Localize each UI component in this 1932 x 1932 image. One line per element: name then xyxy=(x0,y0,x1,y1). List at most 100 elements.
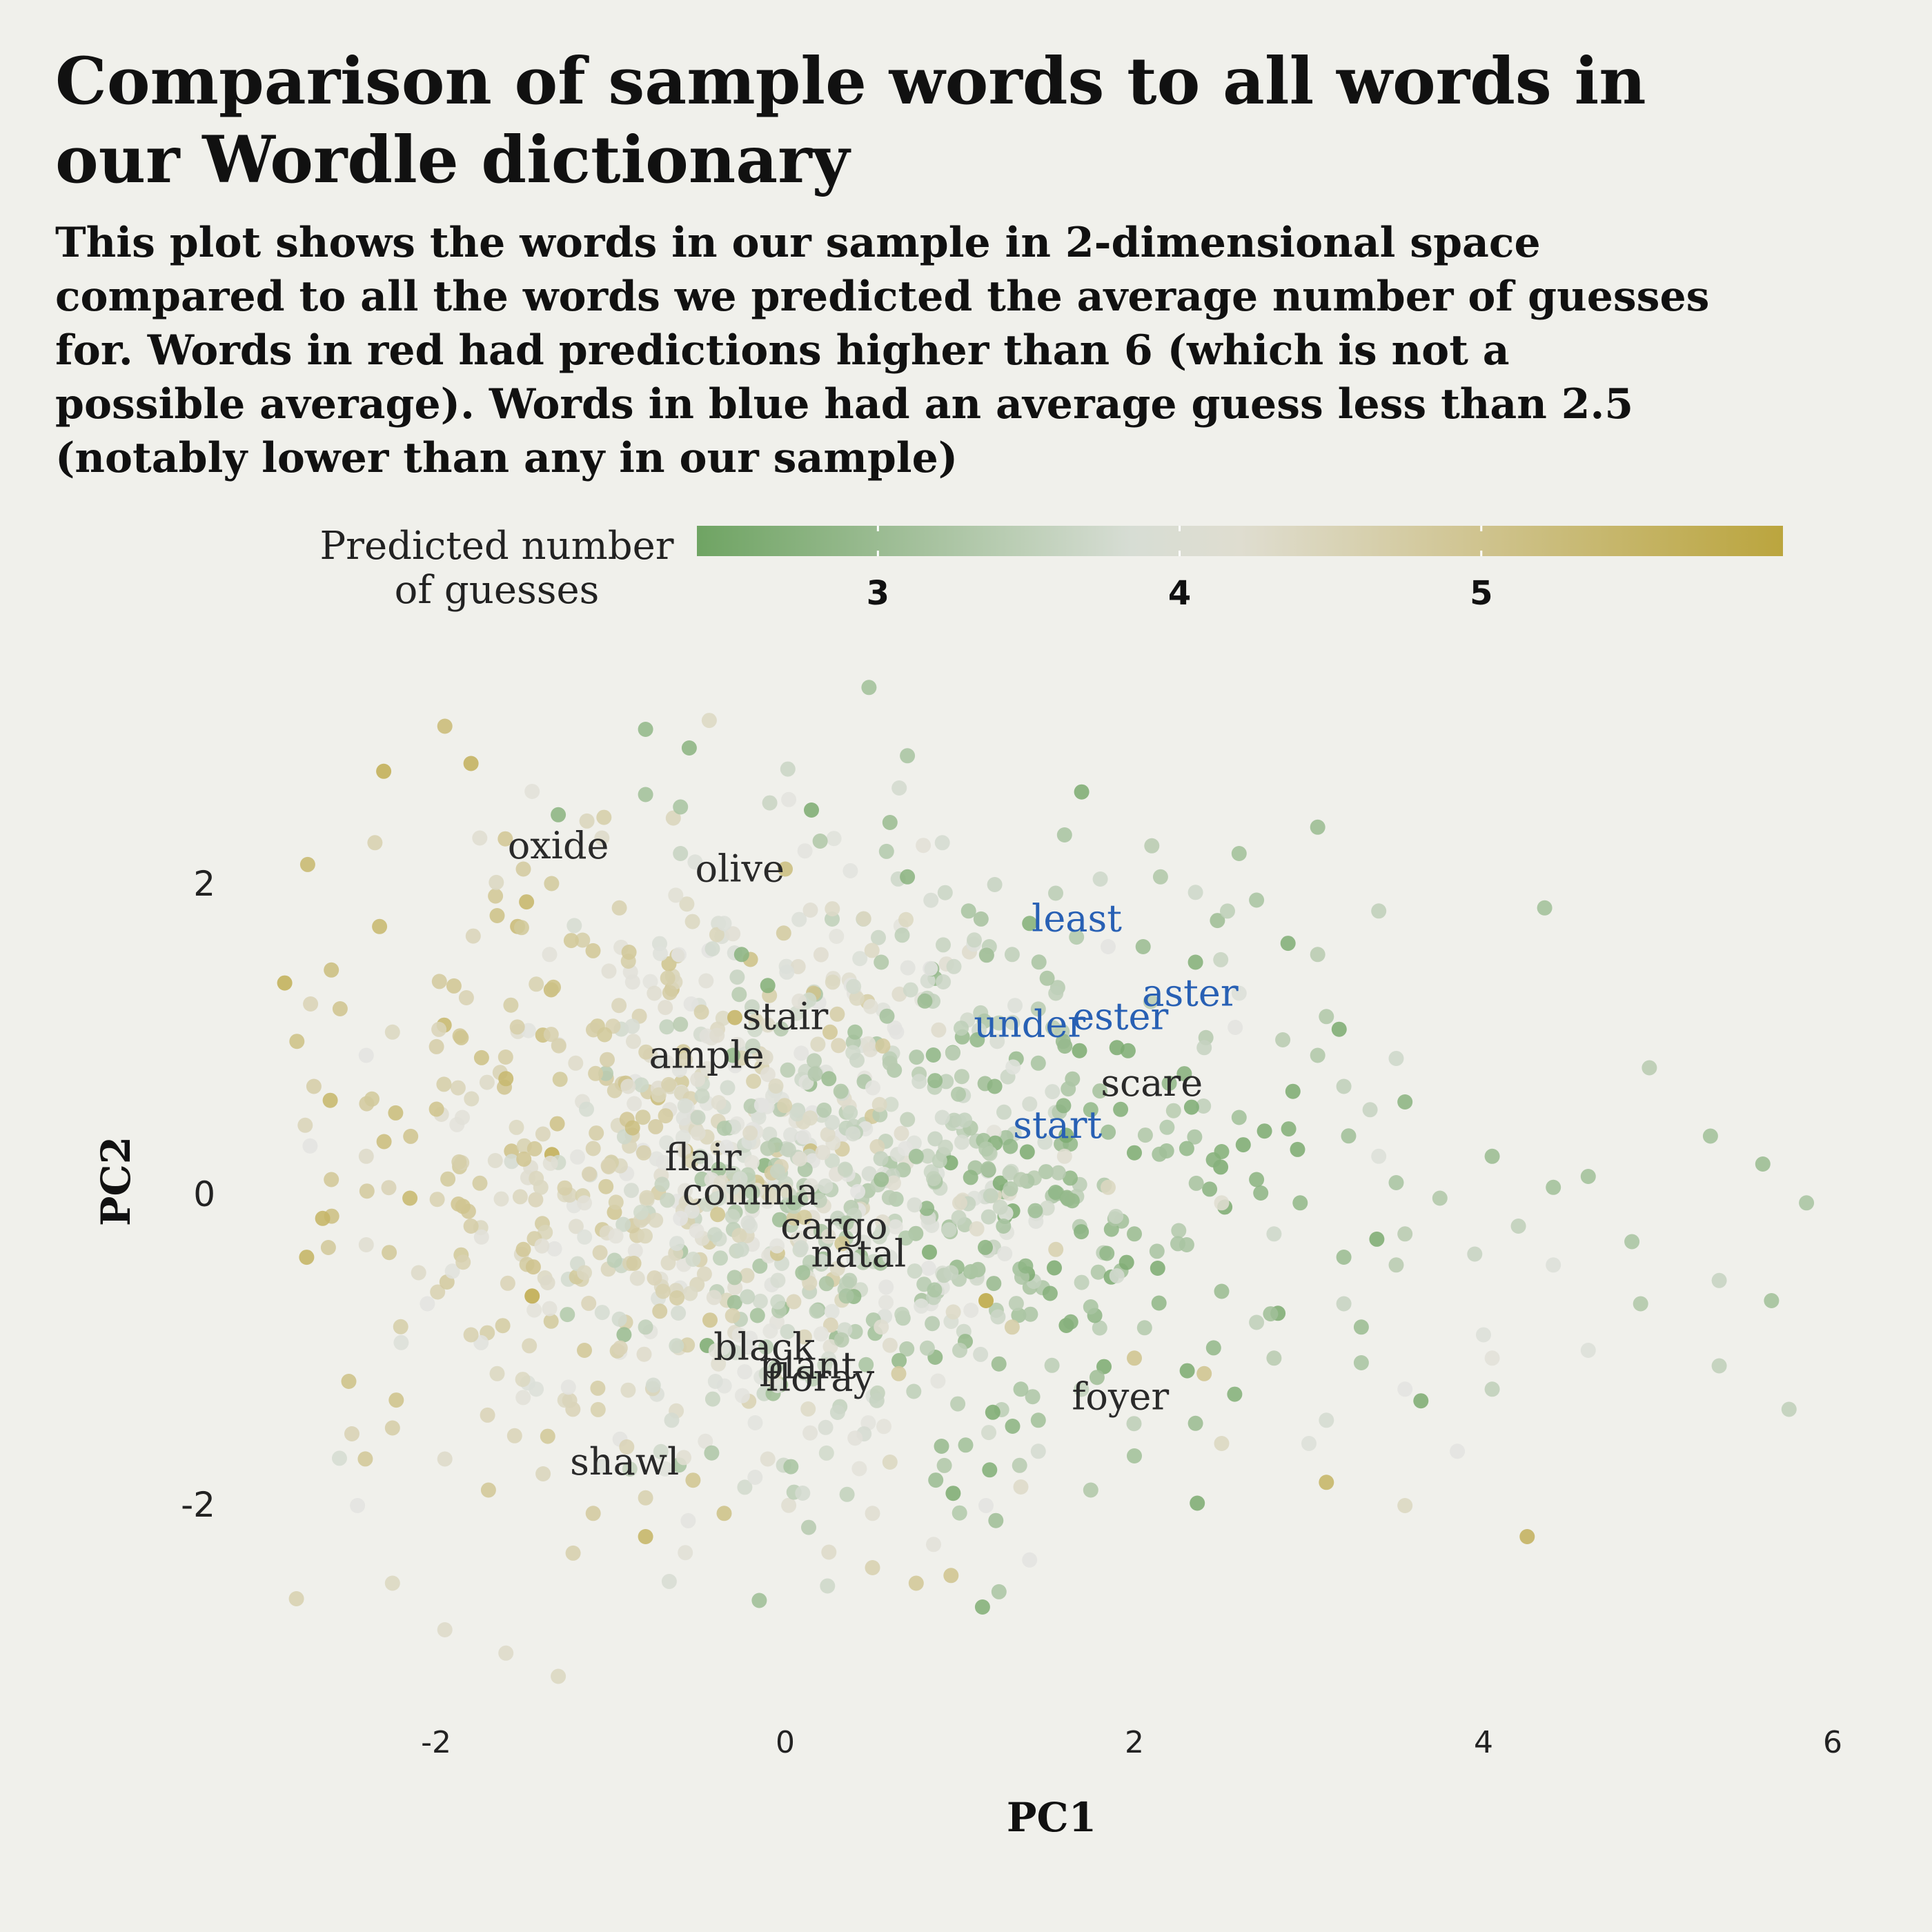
data-point xyxy=(594,1305,610,1321)
data-point xyxy=(1056,827,1072,842)
data-point xyxy=(1510,1219,1526,1234)
word-label-comma: comma xyxy=(682,1170,818,1214)
data-point xyxy=(535,1466,551,1481)
data-point xyxy=(883,1096,899,1112)
data-point xyxy=(1018,1258,1034,1274)
data-point xyxy=(1580,1169,1596,1184)
data-point xyxy=(826,831,842,847)
data-point xyxy=(1127,1226,1142,1242)
data-point xyxy=(773,1021,789,1037)
data-point xyxy=(451,1196,466,1212)
data-point xyxy=(941,1222,957,1238)
data-point xyxy=(570,1149,585,1165)
data-point xyxy=(1047,1260,1062,1276)
data-point xyxy=(879,1008,895,1024)
data-point xyxy=(954,1021,969,1036)
data-point xyxy=(1336,1296,1352,1312)
data-point xyxy=(874,1223,890,1239)
data-point xyxy=(1263,1306,1279,1322)
data-point xyxy=(500,1275,515,1291)
data-point xyxy=(1285,1083,1301,1099)
data-point xyxy=(734,1388,750,1403)
data-point xyxy=(1008,1296,1024,1312)
data-point xyxy=(829,929,845,944)
data-point xyxy=(934,1439,949,1454)
data-point xyxy=(792,1151,808,1167)
data-point xyxy=(322,1092,338,1108)
data-point xyxy=(985,1404,1000,1420)
data-point xyxy=(871,1096,887,1112)
data-point xyxy=(1711,1358,1727,1374)
data-point xyxy=(894,927,910,943)
data-point xyxy=(1188,1175,1204,1191)
data-point xyxy=(981,1425,996,1441)
data-point xyxy=(1310,1047,1325,1063)
legend-tick-label: 4 xyxy=(1168,574,1191,613)
data-point xyxy=(1290,1141,1305,1157)
data-point xyxy=(907,1263,923,1279)
data-point xyxy=(480,1482,496,1498)
data-point xyxy=(624,1120,640,1136)
y-tick-label: -2 xyxy=(181,1485,215,1525)
data-point xyxy=(925,1316,940,1332)
data-point xyxy=(970,1262,986,1278)
data-point xyxy=(982,1462,998,1478)
data-point xyxy=(886,1175,901,1191)
data-point xyxy=(600,1052,615,1067)
data-point xyxy=(437,718,453,734)
data-point xyxy=(878,1279,894,1295)
data-point xyxy=(1755,1156,1771,1172)
data-point xyxy=(724,1209,740,1225)
data-point xyxy=(776,925,791,941)
data-point xyxy=(1063,1314,1078,1330)
data-point xyxy=(1127,1448,1142,1463)
data-point xyxy=(898,1230,914,1246)
data-point xyxy=(324,1172,339,1187)
data-point xyxy=(1369,1231,1385,1247)
data-point xyxy=(974,1599,990,1615)
data-point xyxy=(542,947,558,963)
data-point xyxy=(615,1216,631,1232)
data-point xyxy=(528,1192,544,1208)
data-point xyxy=(384,1024,400,1040)
data-point xyxy=(1039,970,1055,986)
data-point xyxy=(588,1065,604,1081)
data-point xyxy=(1048,1241,1064,1257)
data-point xyxy=(786,1195,802,1211)
data-point xyxy=(751,1593,767,1608)
data-point xyxy=(978,1239,993,1255)
data-point xyxy=(589,1125,604,1141)
data-point xyxy=(515,1390,531,1406)
data-point xyxy=(771,1212,787,1228)
data-point xyxy=(871,929,886,945)
data-point xyxy=(306,1078,322,1094)
data-point xyxy=(498,1071,514,1087)
data-point xyxy=(698,973,714,989)
data-point xyxy=(829,1405,845,1420)
data-point xyxy=(1013,1381,1029,1397)
data-point xyxy=(458,990,474,1005)
data-point xyxy=(793,1045,809,1061)
data-point xyxy=(762,1323,778,1339)
data-point xyxy=(487,1153,503,1168)
data-point xyxy=(653,1443,669,1459)
data-point xyxy=(1371,1148,1387,1164)
data-point xyxy=(796,1365,811,1381)
data-point xyxy=(980,1209,996,1225)
data-point xyxy=(1042,1285,1058,1301)
data-point xyxy=(680,1512,696,1528)
data-point xyxy=(762,795,778,811)
data-point xyxy=(882,1055,898,1071)
data-point xyxy=(388,1392,404,1408)
data-point xyxy=(747,1022,762,1038)
data-point xyxy=(916,838,931,854)
data-point xyxy=(673,799,689,815)
data-point xyxy=(1196,1040,1212,1056)
data-point xyxy=(420,1296,435,1312)
data-point xyxy=(653,1054,669,1070)
data-point xyxy=(1281,1121,1297,1137)
data-point xyxy=(551,1038,566,1054)
data-point xyxy=(752,1258,768,1274)
data-point xyxy=(989,1034,1005,1049)
data-point xyxy=(546,1241,562,1256)
